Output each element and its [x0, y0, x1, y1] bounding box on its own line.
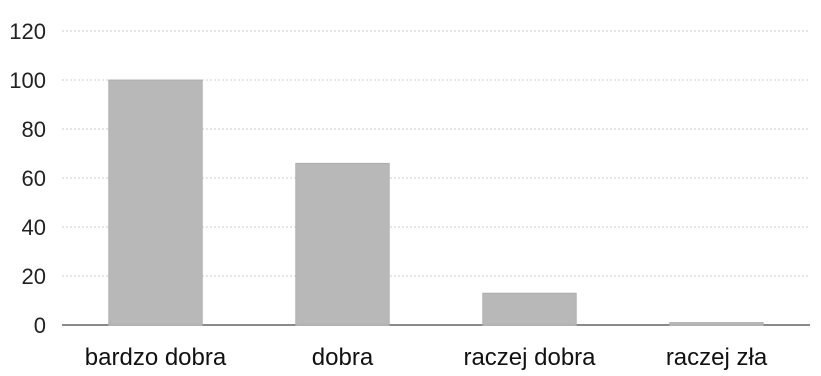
x-category-label: bardzo dobra	[85, 344, 227, 371]
bar-raczej-zła	[669, 322, 764, 326]
x-category-label: raczej dobra	[463, 344, 596, 371]
y-axis-ticks: 0 20 40 60 80 100 120	[9, 19, 46, 338]
y-tick-label: 120	[9, 19, 46, 44]
x-category-label: raczej zła	[666, 344, 768, 371]
y-tick-label: 60	[22, 166, 46, 191]
x-category-label: dobra	[312, 344, 374, 371]
bar-bardzo-dobra	[108, 79, 203, 326]
bar-dobra	[295, 162, 390, 326]
y-tick-label: 100	[9, 68, 46, 93]
x-axis-labels: bardzo dobra dobra raczej dobra raczej zła	[85, 344, 768, 371]
y-tick-label: 80	[22, 117, 46, 142]
bars	[108, 79, 764, 326]
y-tick-label: 0	[34, 313, 46, 338]
y-tick-label: 20	[22, 264, 46, 289]
bar-raczej-dobra	[482, 292, 577, 326]
y-tick-label: 40	[22, 215, 46, 240]
